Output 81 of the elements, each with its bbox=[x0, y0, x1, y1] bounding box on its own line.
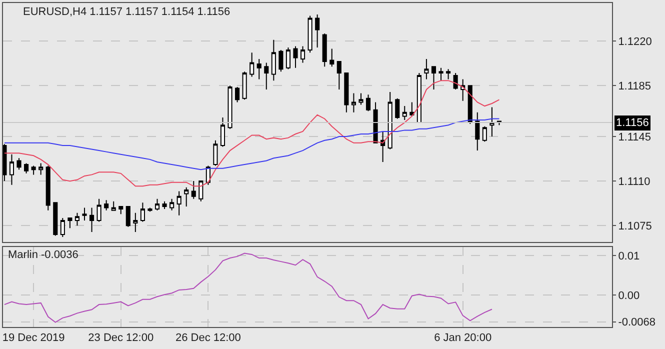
candlestick bbox=[315, 14, 320, 48]
candlestick bbox=[293, 46, 298, 68]
line-series bbox=[4, 80, 500, 187]
candlestick bbox=[184, 186, 189, 207]
candlestick bbox=[431, 66, 436, 90]
candlestick bbox=[228, 85, 232, 130]
candlestick bbox=[148, 207, 152, 212]
candlestick bbox=[250, 52, 254, 78]
candlestick bbox=[242, 71, 247, 100]
candlestick bbox=[490, 106, 494, 138]
y-tick-label: 0.00 bbox=[618, 290, 640, 302]
y-tick-label: 0.01 bbox=[618, 250, 640, 262]
candlestick bbox=[9, 154, 14, 186]
candlestick bbox=[410, 102, 414, 117]
candlestick bbox=[191, 180, 196, 200]
candlestick bbox=[468, 85, 472, 124]
candlestick bbox=[133, 212, 138, 232]
y-tick-label: 1.1185 bbox=[618, 80, 652, 93]
y-tick-label: 1.1110 bbox=[618, 176, 650, 188]
candlestick bbox=[322, 33, 327, 68]
y-tick-label: -0.0068 bbox=[618, 316, 656, 329]
chart-title: Marlin -0.0036 bbox=[8, 249, 78, 261]
y-tick-label: 1.1220 bbox=[618, 36, 652, 48]
candlestick bbox=[446, 68, 451, 80]
candlestick bbox=[271, 39, 276, 82]
candlestick bbox=[475, 112, 480, 152]
candlestick bbox=[330, 48, 334, 68]
candlestick bbox=[300, 46, 306, 64]
candlestick bbox=[162, 200, 167, 210]
candlestick bbox=[118, 206, 124, 215]
candlestick bbox=[278, 50, 284, 72]
candlestick bbox=[358, 92, 364, 106]
candlestick bbox=[286, 47, 290, 70]
x-tick-label: 6 Jan 20:00 bbox=[434, 332, 492, 344]
candlestick bbox=[24, 162, 29, 174]
candlestick bbox=[438, 67, 444, 82]
candlestick bbox=[111, 200, 116, 211]
candlestick bbox=[264, 62, 269, 90]
candlestick bbox=[53, 202, 58, 236]
candlestick bbox=[170, 198, 174, 211]
candlestick bbox=[395, 98, 400, 120]
candlestick bbox=[126, 206, 130, 228]
candlestick bbox=[140, 202, 145, 222]
candlestick bbox=[89, 207, 94, 232]
candlestick bbox=[176, 190, 182, 216]
chart-title: EURUSD,H4 1.1157 1.1157 1.1154 1.1156 bbox=[23, 6, 230, 18]
candlestick bbox=[213, 140, 218, 166]
y-tick-label: 1.1145 bbox=[618, 131, 652, 144]
candlestick bbox=[198, 180, 204, 202]
candlestick bbox=[104, 200, 109, 211]
candlestick bbox=[482, 126, 487, 142]
candlestick bbox=[256, 58, 262, 80]
candlestick bbox=[96, 198, 102, 222]
candlestick bbox=[336, 61, 342, 90]
candlestick bbox=[38, 162, 44, 176]
candlestick bbox=[416, 72, 422, 124]
candlestick bbox=[60, 217, 65, 238]
candlestick bbox=[46, 165, 50, 211]
ref-line-label: 1.1156 bbox=[616, 117, 649, 129]
candlestick bbox=[388, 92, 392, 150]
candlestick bbox=[154, 198, 160, 211]
candlestick bbox=[308, 15, 312, 54]
candlestick bbox=[424, 58, 429, 80]
candlestick bbox=[68, 217, 72, 229]
candlestick bbox=[366, 94, 371, 112]
candlestick bbox=[3, 144, 7, 182]
candlestick bbox=[344, 72, 349, 113]
candlestick bbox=[373, 102, 378, 144]
candlestick bbox=[74, 212, 80, 226]
x-tick-label: 19 Dec 2019 bbox=[2, 332, 65, 344]
candlestick bbox=[82, 207, 87, 221]
candlestick bbox=[31, 165, 36, 176]
candlestick bbox=[235, 86, 240, 103]
candlestick bbox=[220, 116, 226, 148]
candlestick bbox=[402, 106, 407, 121]
candlestick bbox=[351, 92, 356, 113]
x-tick-label: 23 Dec 12:00 bbox=[88, 332, 154, 344]
candlestick bbox=[16, 158, 22, 170]
x-tick-label: 26 Dec 12:00 bbox=[175, 332, 241, 344]
line-series bbox=[4, 118, 500, 170]
y-tick-label: 1.1075 bbox=[618, 220, 652, 232]
